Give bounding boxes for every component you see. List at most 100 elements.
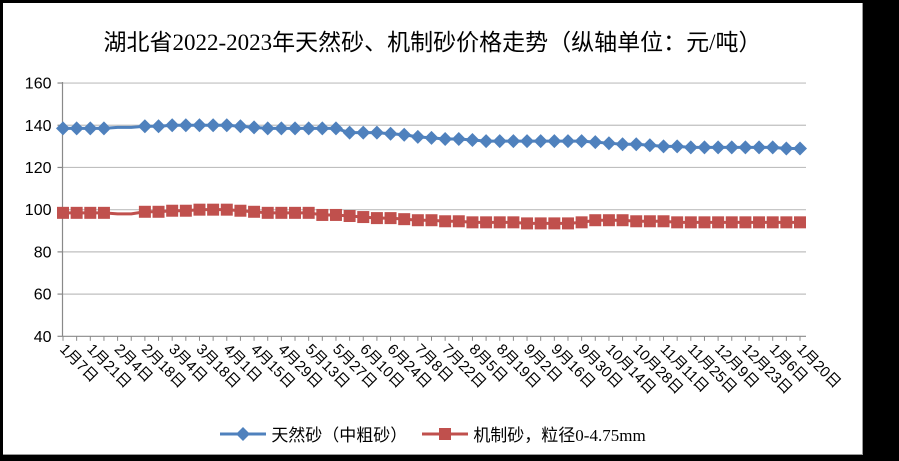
data-point-diamond xyxy=(765,140,780,155)
data-point-square xyxy=(739,216,752,229)
data-point-diamond xyxy=(438,131,453,146)
data-point-diamond xyxy=(520,134,535,149)
data-point-diamond xyxy=(779,141,794,156)
data-point-square xyxy=(766,216,779,229)
data-point-square xyxy=(343,210,356,223)
data-point-square xyxy=(452,215,465,228)
data-point-diamond xyxy=(410,129,425,144)
data-point-square xyxy=(57,206,69,219)
data-point-diamond xyxy=(233,119,248,134)
data-point-square xyxy=(657,215,670,228)
data-point-square xyxy=(316,208,329,221)
data-point-square xyxy=(712,216,725,229)
data-point-square xyxy=(616,214,629,227)
data-point-diamond xyxy=(629,137,644,152)
data-point-diamond xyxy=(451,131,466,146)
chart-title: 湖北省2022-2023年天然砂、机制砂价格走势（纵轴单位：元/吨） xyxy=(103,30,762,55)
data-point-diamond xyxy=(356,125,371,140)
data-point-diamond xyxy=(656,139,671,154)
data-point-diamond xyxy=(96,121,111,136)
data-point-square xyxy=(643,215,656,228)
data-point-diamond xyxy=(342,125,357,140)
data-point-square xyxy=(193,203,206,216)
data-point-square xyxy=(275,206,288,219)
data-point-diamond xyxy=(192,118,207,133)
data-point-square xyxy=(207,203,220,216)
data-point-diamond xyxy=(724,140,739,155)
data-point-diamond xyxy=(219,118,234,133)
legend-item-natural-sand: 天然砂（中粗砂） xyxy=(219,421,407,446)
data-point-diamond xyxy=(547,134,562,149)
price-trend-chart: 40 60 80 100 120 140 160 1月7日1月21日2月4日2月18日3月4日… xyxy=(25,76,844,398)
data-point-square xyxy=(370,212,383,225)
data-point-diamond xyxy=(383,126,398,141)
data-point-square xyxy=(220,203,233,216)
data-point-square xyxy=(466,216,479,229)
data-point-square xyxy=(261,206,274,219)
data-point-square xyxy=(384,212,397,225)
data-point-diamond xyxy=(479,134,494,149)
data-point-square xyxy=(698,216,711,229)
data-point-diamond xyxy=(560,134,575,149)
data-point-square xyxy=(289,206,302,219)
y-axis-labels: 40 60 80 100 120 140 160 xyxy=(25,76,52,346)
data-point-diamond xyxy=(615,137,630,152)
data-point-diamond xyxy=(260,121,275,136)
data-point-square xyxy=(425,214,438,227)
data-point-diamond xyxy=(711,140,726,155)
data-point-diamond xyxy=(288,121,303,136)
data-point-diamond xyxy=(137,119,152,134)
data-point-square xyxy=(521,217,534,230)
legend-label-natural-sand: 天然砂（中粗砂） xyxy=(271,426,408,445)
data-point-square xyxy=(357,211,370,224)
data-point-square xyxy=(248,205,261,218)
data-point-diamond xyxy=(465,133,480,148)
legend-item-machine-sand: 机制砂，粒径0-4.75mm xyxy=(421,421,646,446)
data-point-square xyxy=(480,216,493,229)
data-point-square xyxy=(684,216,697,229)
data-point-diamond xyxy=(697,140,712,155)
y-tick-label: 100 xyxy=(25,202,52,219)
data-point-square xyxy=(97,206,110,219)
data-point-diamond xyxy=(178,118,193,133)
y-tick-label: 40 xyxy=(34,329,52,346)
legend-marker-machine-sand-icon xyxy=(422,427,469,440)
data-point-square xyxy=(439,215,452,228)
data-point-diamond xyxy=(151,119,166,134)
data-point-diamond xyxy=(165,118,180,133)
y-tick-label: 160 xyxy=(25,76,52,93)
data-point-square xyxy=(166,204,179,217)
data-point-diamond xyxy=(506,134,521,149)
data-point-diamond xyxy=(670,139,685,154)
data-point-diamond xyxy=(752,140,767,155)
data-point-diamond xyxy=(793,141,807,156)
data-point-diamond xyxy=(274,121,289,136)
data-point-diamond xyxy=(601,136,616,151)
data-point-diamond xyxy=(328,121,343,136)
data-point-diamond xyxy=(642,138,657,153)
data-point-square xyxy=(794,216,806,229)
data-point-square xyxy=(507,216,520,229)
data-point-square xyxy=(234,204,247,217)
data-point-diamond xyxy=(492,134,507,149)
data-point-square xyxy=(753,216,766,229)
data-point-diamond xyxy=(424,130,439,145)
y-tick-label: 140 xyxy=(25,118,52,135)
data-point-square xyxy=(179,204,192,217)
data-point-square xyxy=(329,208,342,221)
data-point-square xyxy=(780,216,793,229)
chart-legend: 天然砂（中粗砂） 机制砂，粒径0-4.75mm xyxy=(3,421,862,446)
data-point-diamond xyxy=(301,121,316,136)
data-point-diamond xyxy=(574,134,589,149)
data-point-square xyxy=(602,214,615,227)
data-point-diamond xyxy=(247,120,262,135)
data-point-square xyxy=(548,217,561,230)
data-point-square xyxy=(152,205,165,218)
y-tick-label: 80 xyxy=(34,244,52,261)
y-tick-label: 60 xyxy=(34,287,52,304)
data-point-diamond xyxy=(369,125,384,140)
data-point-square xyxy=(302,206,315,219)
data-point-square xyxy=(671,216,684,229)
data-point-diamond xyxy=(738,140,753,155)
data-point-square xyxy=(138,205,151,218)
